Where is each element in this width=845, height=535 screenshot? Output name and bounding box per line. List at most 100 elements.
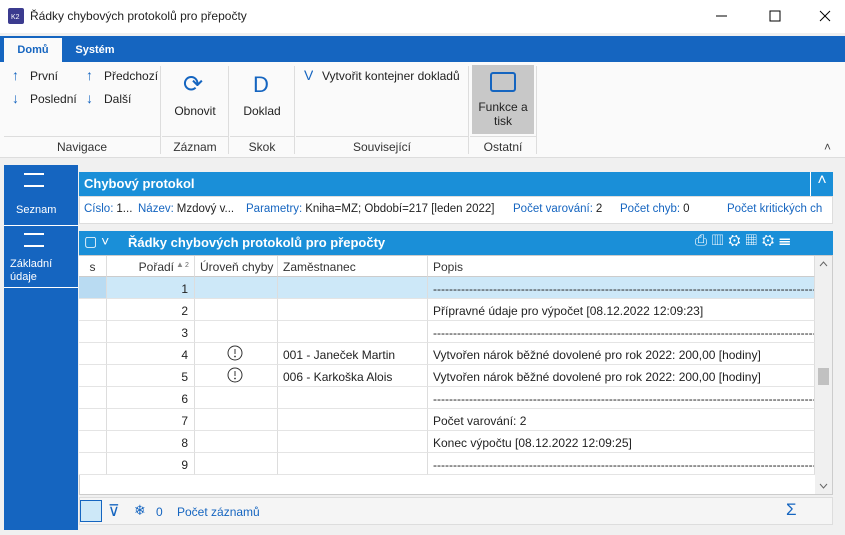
grid-cell: 3: [107, 321, 195, 343]
ribbon-tab[interactable]: Domů: [4, 38, 62, 62]
grid-header: [79, 231, 833, 255]
printer-icon: [490, 72, 516, 92]
warning-icons: [227, 345, 243, 383]
grid-cell: Vytvořen nárok běžné dovolené pro rok 20…: [428, 343, 815, 365]
grid-cell: 1: [107, 277, 195, 299]
grid-title: Řádky chybových protokolů pro přepočty: [128, 235, 386, 250]
grid-cell: [195, 343, 278, 365]
field-label: Parametry:: [246, 203, 303, 215]
grid-cell[interactable]: [79, 321, 107, 343]
field-label: Počet chyb:: [620, 203, 681, 215]
book-icon: [80, 500, 102, 522]
refresh-icon: ⟳: [183, 71, 204, 98]
field-label: Počet kritických ch: [727, 203, 823, 215]
ribbon-tab[interactable]: Systém: [75, 44, 115, 56]
column-header[interactable]: Zaměstnanec: [278, 256, 428, 277]
grid-cell: [278, 299, 428, 321]
sort-indicator: 2: [185, 262, 189, 269]
grid-cell: Vytvořen nárok běžné dovolené pro rok 20…: [428, 365, 815, 387]
ribbon-button[interactable]: Doklad: [243, 104, 281, 118]
ribbon-button[interactable]: Obnovit: [174, 104, 216, 118]
ribbon: [0, 62, 845, 158]
app-icon: K2: [8, 8, 24, 24]
grid-cell: ----------------------------------------…: [428, 321, 815, 343]
grid-cell: Přípravné údaje pro výpočet [08.12.2022 …: [428, 299, 815, 321]
grid-cell[interactable]: [79, 343, 107, 365]
ribbon-button[interactable]: Vytvořit kontejner dokladů: [322, 69, 460, 83]
scrollbar[interactable]: [815, 256, 832, 494]
ribbon-button[interactable]: První: [30, 69, 59, 83]
field-label: Číslo:: [84, 203, 114, 215]
ribbon-icon: ↑: [12, 67, 19, 83]
grid-cell[interactable]: [79, 299, 107, 321]
grid-cell: [278, 431, 428, 453]
window-controls[interactable]: [710, 8, 835, 24]
sidebar-divider: [4, 287, 78, 288]
grid-cell: [195, 431, 278, 453]
ribbon-icon: ↓: [12, 90, 19, 106]
grid-cell: ----------------------------------------…: [428, 453, 815, 475]
grid-cell: [195, 321, 278, 343]
sidebar-icon: [24, 233, 44, 247]
grid-cell: 5: [107, 365, 195, 387]
grid-cell[interactable]: [79, 453, 107, 475]
grid-toolbar: ⎙▥⚙▦⚙☰: [695, 232, 796, 249]
grid-cell: 2: [107, 299, 195, 321]
ribbon-group-label: Související: [296, 136, 468, 154]
column-header[interactable]: Popis: [428, 256, 815, 277]
grid-cell: [195, 387, 278, 409]
grid-cell: [278, 277, 428, 299]
field-label: Počet varování:: [513, 203, 593, 215]
ribbon-group-label: Ostatní: [470, 136, 536, 154]
record-count[interactable]: Počet záznamů: [177, 505, 260, 519]
ribbon-button[interactable]: Poslední: [30, 92, 77, 106]
grid-cell[interactable]: [79, 409, 107, 431]
grid-cell: 4: [107, 343, 195, 365]
ribbon-separator: [160, 66, 161, 154]
panel-header: [79, 172, 833, 196]
ribbon-button[interactable]: Funkce a tisk: [478, 100, 528, 128]
column-header[interactable]: s: [79, 256, 107, 277]
sort-arrow: ▲: [176, 260, 184, 269]
grid-cell: 006 - Karkoška Alois: [278, 365, 428, 387]
grid-tools: ▢ ˅: [84, 233, 110, 249]
filter-icon: ⊽: [108, 503, 120, 520]
ribbon-tabs: [0, 36, 845, 62]
snow-icon: ❄: [134, 502, 146, 518]
grid-cell: [195, 409, 278, 431]
column-header[interactable]: Úroveň chyby: [195, 256, 278, 277]
panel-title: Chybový protokol: [84, 176, 195, 191]
sidebar-icon: [24, 173, 44, 187]
ribbon-icon: ↑: [86, 67, 93, 83]
grid-cell[interactable]: [79, 277, 107, 299]
grid-cell: [278, 387, 428, 409]
ribbon-group-label: Skok: [230, 136, 294, 154]
grid-cell: 8: [107, 431, 195, 453]
sum-icon: Σ: [786, 500, 797, 519]
grid-cell[interactable]: [79, 387, 107, 409]
field-value: 1...: [116, 203, 133, 215]
ribbon-button[interactable]: Další: [104, 92, 132, 106]
grid-cell: ----------------------------------------…: [428, 387, 815, 409]
ribbon-separator: [228, 66, 229, 154]
grid-cell: [278, 409, 428, 431]
grid-cell: [278, 453, 428, 475]
panel-fields: [79, 196, 833, 224]
ribbon-icon: ↓: [86, 90, 93, 106]
grid-cell[interactable]: [79, 431, 107, 453]
collapse-icon: ˄: [824, 140, 832, 154]
grid-cell: [278, 321, 428, 343]
sidebar: [4, 165, 78, 530]
grid-cell: 001 - Janeček Martin: [278, 343, 428, 365]
ribbon-icon: V: [304, 67, 314, 83]
column-header[interactable]: Pořadí: [107, 256, 195, 277]
sidebar-item[interactable]: Základní údaje: [10, 258, 53, 283]
ribbon-button[interactable]: Předchozí: [104, 69, 159, 83]
grid-cell: 7: [107, 409, 195, 431]
panel-collapse: ˄: [810, 172, 833, 196]
sidebar-item[interactable]: Seznam: [16, 204, 57, 216]
grid-cell[interactable]: [79, 365, 107, 387]
grid-cell: [195, 365, 278, 387]
field-value: Mzdový v...: [176, 203, 235, 215]
